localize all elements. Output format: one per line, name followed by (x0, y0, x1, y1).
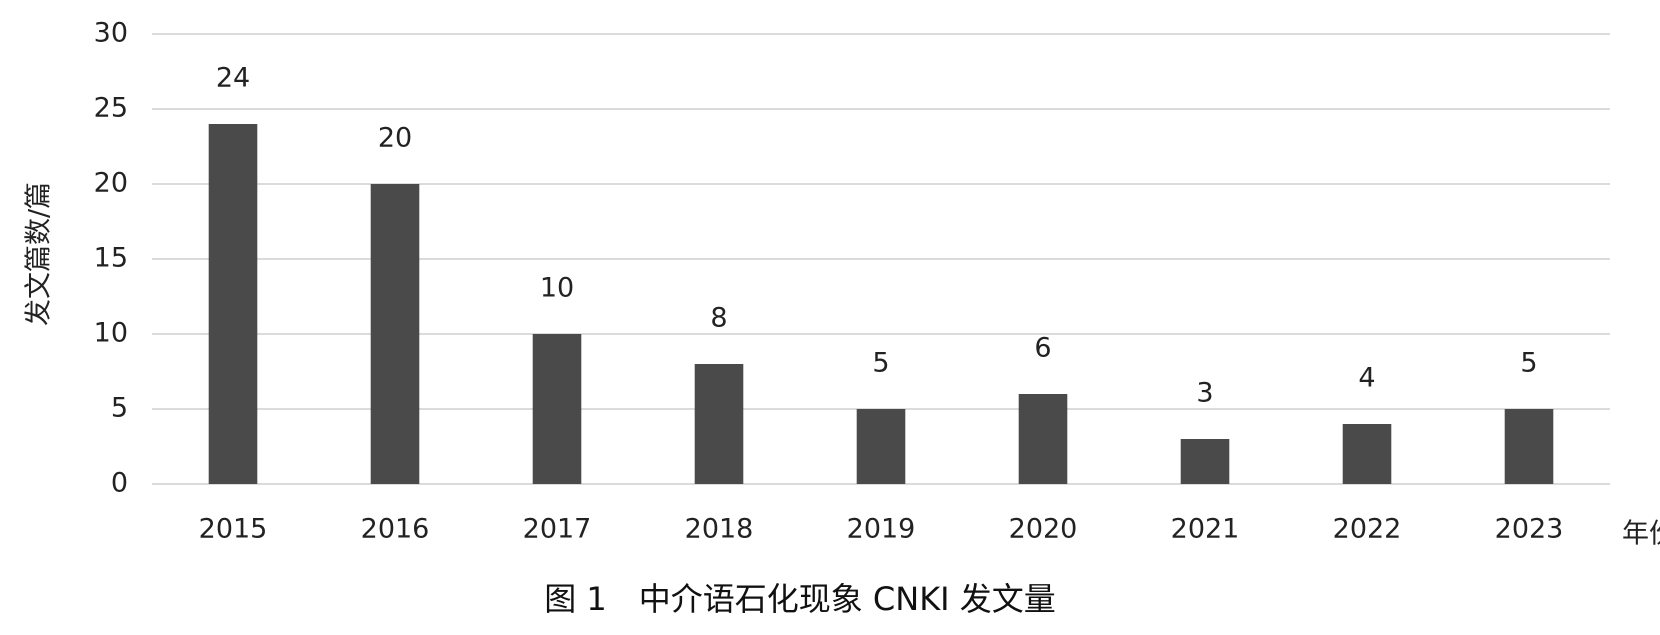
y-tick-label: 5 (111, 393, 128, 424)
bar (1018, 394, 1068, 484)
x-tick-label: 2020 (1009, 514, 1078, 545)
data-label: 5 (1520, 348, 1537, 379)
bar (208, 124, 258, 484)
bar (1180, 439, 1230, 484)
data-label: 10 (540, 273, 574, 304)
data-label: 24 (216, 63, 250, 94)
chart-title: 图 1 中介语石化现象 CNKI 发文量 (544, 580, 1056, 618)
y-tick-label: 25 (94, 93, 128, 124)
x-tick-label: 2021 (1171, 514, 1240, 545)
bar (856, 409, 906, 484)
x-tick-label: 2023 (1495, 514, 1564, 545)
data-label: 4 (1358, 363, 1375, 394)
bar (1504, 409, 1554, 484)
data-label: 8 (710, 303, 727, 334)
bar (532, 334, 582, 484)
x-tick-label: 2017 (523, 514, 592, 545)
data-label: 20 (378, 123, 412, 154)
data-label: 6 (1034, 333, 1051, 364)
x-tick-label: 2016 (361, 514, 430, 545)
x-tick-label: 2018 (685, 514, 754, 545)
y-tick-label: 15 (94, 243, 128, 274)
y-axis-label: 发文篇数/篇 (24, 182, 55, 326)
y-tick-label: 30 (94, 18, 128, 49)
y-tick-label: 0 (111, 468, 128, 499)
data-label: 5 (872, 348, 889, 379)
x-tick-label: 2019 (847, 514, 916, 545)
data-label: 3 (1196, 378, 1213, 409)
y-tick-label: 20 (94, 168, 128, 199)
x-tick-label: 2015 (199, 514, 268, 545)
bar (694, 364, 744, 484)
bar (370, 184, 420, 484)
x-tick-label: 2022 (1333, 514, 1402, 545)
bar (1342, 424, 1392, 484)
y-tick-label: 10 (94, 318, 128, 349)
x-axis-label: 年份 (1622, 519, 1660, 550)
